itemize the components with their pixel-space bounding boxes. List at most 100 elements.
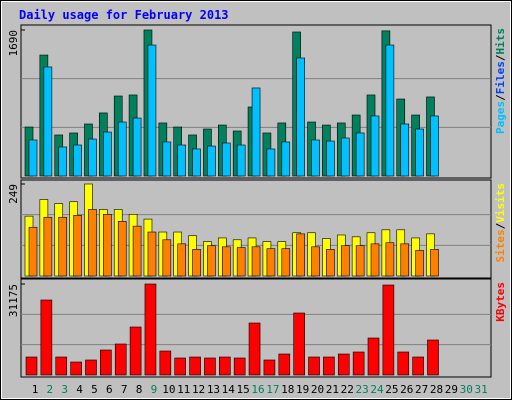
bar (207, 245, 216, 277)
bar (236, 247, 246, 277)
x-tick-label: 12 (192, 383, 205, 396)
bar (174, 357, 186, 376)
bar (281, 141, 291, 177)
bar (340, 137, 350, 177)
bar (370, 115, 380, 177)
bar (129, 326, 142, 376)
bar (430, 115, 439, 177)
x-tick-label: 4 (76, 383, 83, 396)
bar (266, 148, 276, 177)
x-tick-label: 8 (136, 383, 143, 396)
bar (88, 209, 97, 277)
bar (103, 213, 112, 277)
x-tick-label: 24 (370, 383, 384, 396)
bar (415, 250, 424, 277)
x-tick-label: 16 (251, 383, 264, 396)
bar (100, 349, 112, 376)
bar (28, 139, 38, 177)
x-tick-label: 2 (47, 383, 54, 396)
x-tick-label: 26 (400, 383, 413, 396)
bar (73, 215, 82, 277)
x-tick-label: 23 (356, 383, 369, 396)
bar (370, 243, 380, 277)
bar (147, 231, 157, 277)
x-tick-label: 1 (32, 383, 39, 396)
bar (222, 246, 231, 277)
bar (251, 87, 261, 177)
bar (415, 128, 424, 177)
x-tick-label: 10 (162, 383, 175, 396)
bar (337, 353, 350, 376)
bar (385, 242, 395, 277)
legend-entry: Pages (494, 101, 507, 134)
bar (293, 312, 305, 376)
bar (430, 249, 439, 277)
bar (427, 339, 439, 376)
bar (207, 145, 216, 177)
x-tick-label: 7 (121, 383, 128, 396)
bar (311, 139, 320, 177)
bar (28, 226, 38, 277)
bar (114, 343, 127, 376)
bar (397, 351, 410, 376)
bar (251, 246, 261, 277)
bar (412, 356, 424, 376)
x-tick-label: 21 (326, 383, 339, 396)
bar (296, 233, 305, 277)
bar (177, 243, 186, 277)
bar (55, 356, 68, 376)
bar (40, 299, 53, 376)
legend-entry: Hits (494, 28, 507, 55)
bar (43, 216, 53, 277)
x-tick-label: 20 (311, 383, 324, 396)
legend: Pages/Files/Hits (494, 28, 507, 134)
bar (43, 66, 53, 177)
bar (367, 337, 380, 376)
x-tick-label: 27 (415, 383, 428, 396)
bar (248, 322, 261, 376)
bar (132, 225, 142, 277)
bar (400, 243, 410, 277)
x-tick-label: 11 (177, 383, 190, 396)
bar (103, 131, 112, 177)
x-tick-label: 28 (430, 383, 443, 396)
bar (355, 132, 365, 177)
bar (382, 284, 395, 376)
y-tick-label: 1690 (7, 30, 20, 57)
x-tick-label: 30 (460, 383, 473, 396)
bar (162, 141, 172, 177)
x-tick-label: 15 (237, 383, 250, 396)
x-tick-label: 6 (106, 383, 113, 396)
bar (281, 248, 291, 277)
bar (352, 351, 365, 376)
x-tick-label: 25 (385, 383, 398, 396)
x-tick-label: 19 (296, 383, 309, 396)
bar (189, 356, 201, 376)
legend-entry: KBytes (494, 282, 507, 322)
bar (58, 216, 68, 277)
bar (278, 353, 291, 376)
bar (73, 144, 82, 177)
x-tick-label: 3 (61, 383, 68, 396)
bar (323, 356, 335, 376)
bar (117, 121, 127, 177)
bar (192, 249, 201, 277)
x-tick-label: 14 (222, 383, 236, 396)
x-tick-label: 9 (151, 383, 158, 396)
bar (88, 138, 97, 177)
legend-entry: Files (494, 61, 507, 94)
bar (58, 146, 68, 177)
x-tick-label: 17 (266, 383, 279, 396)
y-tick-label: 249 (7, 184, 20, 204)
bar (400, 123, 410, 177)
bar (162, 239, 172, 277)
bar (222, 142, 231, 177)
bar (266, 248, 276, 277)
legend-entry: Visits (494, 183, 507, 223)
bar (233, 357, 246, 376)
bar (340, 245, 350, 277)
bar (132, 117, 142, 177)
bar (117, 221, 127, 277)
legend-entry: / (494, 54, 507, 61)
